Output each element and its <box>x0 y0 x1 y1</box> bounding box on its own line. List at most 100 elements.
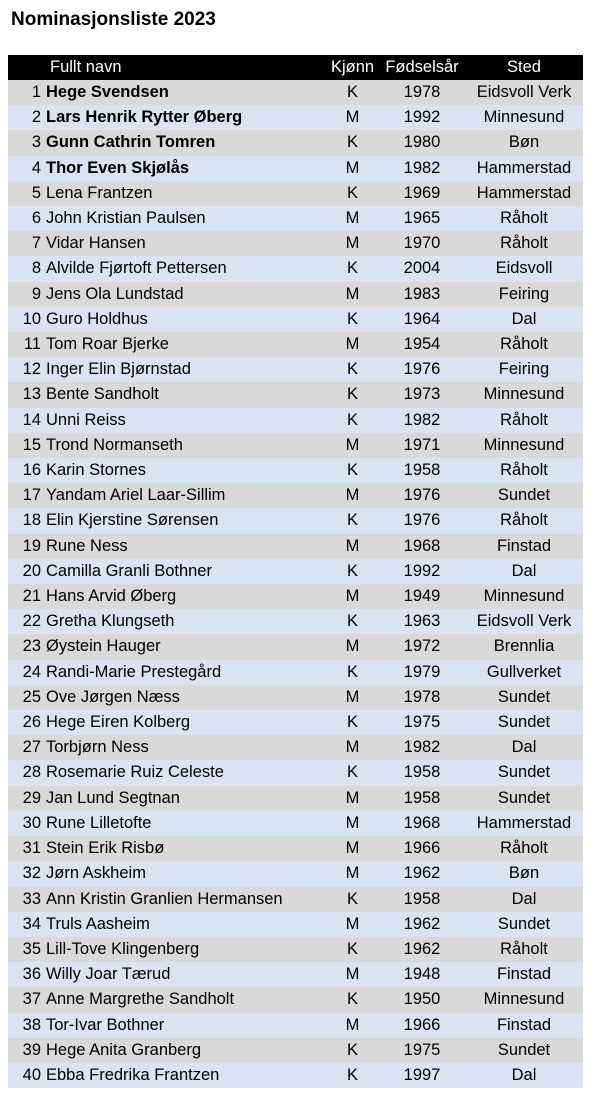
row-full-name: Lars Henrik Rytter Øberg <box>46 108 243 127</box>
table-row: 39 Hege Anita Granberg K 1975 Sundet <box>8 1037 583 1063</box>
row-full-name: Hege Svendsen <box>46 83 169 101</box>
row-gender: M <box>345 914 360 933</box>
table-row: 23 Øystein Hauger M 1972 Brennlia <box>8 634 583 660</box>
header-number <box>8 55 46 80</box>
row-birth-year: 1992 <box>403 108 441 127</box>
row-place: Råholt <box>500 939 548 958</box>
row-number: 33 <box>22 889 41 908</box>
row-gender: M <box>345 158 360 177</box>
row-full-name: Ebba Fredrika Frantzen <box>46 1065 220 1084</box>
row-gender: K <box>346 763 358 782</box>
row-number: 3 <box>31 133 41 152</box>
row-birth-year: 1980 <box>403 133 441 152</box>
header-birth-year: Fødselsår <box>385 58 459 76</box>
row-place: Sundet <box>497 687 551 706</box>
table-row: 15 Trond Normanseth M 1971 Minnesund <box>8 432 583 459</box>
row-full-name: Torbjørn Ness <box>46 738 149 757</box>
row-full-name: Willy Joar Tærud <box>46 965 171 984</box>
table-row: 9 Jens Ola Lundstad M 1983 Feiring <box>8 281 583 307</box>
row-gender: M <box>345 587 360 606</box>
row-gender: M <box>345 108 360 127</box>
row-full-name: Inger Elin Bjørnstad <box>46 360 191 379</box>
table-row: 33 Ann Kristin Granlien Hermansen K 1958 Dal <box>8 886 583 912</box>
row-birth-year: 1954 <box>403 335 441 354</box>
table-row: 22 Gretha Klungseth K 1963 Eidsvoll Verk <box>8 609 583 635</box>
row-birth-year: 1966 <box>403 1015 441 1034</box>
row-number: 25 <box>22 687 41 706</box>
row-place: Råholt <box>500 209 548 228</box>
row-place: Hammerstad <box>476 813 572 832</box>
row-full-name: Unni Reiss <box>46 410 126 429</box>
table-row: 27 Torbjørn Ness M 1982 Dal <box>8 735 583 761</box>
row-gender: M <box>345 637 360 656</box>
row-gender: K <box>346 561 358 580</box>
row-number: 17 <box>22 486 41 505</box>
row-place: Råholt <box>500 839 548 858</box>
row-place: Minnesund <box>483 990 565 1009</box>
row-place: Finstad <box>496 536 552 555</box>
table-row: 2 Lars Henrik Rytter Øberg M 1992 Minnesund <box>8 105 583 131</box>
row-full-name: Bente Sandholt <box>46 385 159 404</box>
row-gender: K <box>346 612 358 631</box>
table-row: 17 Yandam Ariel Laar-Sillim M 1976 Sundet <box>8 483 583 509</box>
header-gender: Kjønn <box>330 58 375 76</box>
row-number: 24 <box>22 662 41 681</box>
row-number: 6 <box>31 209 41 228</box>
row-full-name: Alvilde Fjørtoft Pettersen <box>46 259 227 278</box>
row-birth-year: 1968 <box>403 813 441 832</box>
row-place: Feiring <box>498 360 550 379</box>
table-row: 38 Tor-Ivar Bothner M 1966 Finstad <box>8 1012 583 1038</box>
row-gender: K <box>346 990 358 1009</box>
row-birth-year: 1983 <box>403 284 441 303</box>
row-full-name: Lill-Tove Klingenberg <box>46 939 200 958</box>
row-birth-year: 1958 <box>403 889 441 908</box>
row-birth-year: 1970 <box>403 234 441 253</box>
row-birth-year: 1979 <box>403 662 441 681</box>
row-place: Dal <box>511 738 537 757</box>
row-full-name: Rune Ness <box>46 536 128 555</box>
table-row: 31 Stein Erik Risbø M 1966 Råholt <box>8 836 583 862</box>
row-birth-year: 1962 <box>403 914 441 933</box>
row-full-name: Tom Roar Bjerke <box>46 335 169 354</box>
row-number: 37 <box>22 990 41 1009</box>
row-place: Dal <box>511 561 537 580</box>
row-place: Eidsvoll Verk <box>476 612 572 631</box>
row-birth-year: 2004 <box>403 259 441 278</box>
row-number: 15 <box>22 435 41 454</box>
row-number: 36 <box>22 965 41 984</box>
row-birth-year: 1982 <box>403 738 441 757</box>
row-place: Finstad <box>496 1015 552 1034</box>
row-birth-year: 1966 <box>403 839 441 858</box>
row-full-name: Karin Stornes <box>46 461 146 480</box>
row-birth-year: 1973 <box>403 385 441 404</box>
nomination-table: Fullt navn Kjønn Fødselsår Sted 1 Hege Sv… <box>8 55 583 1089</box>
row-gender: M <box>345 284 360 303</box>
row-birth-year: 1962 <box>403 939 441 958</box>
table-body: 1 Hege Svendsen K 1978 Eidsvoll Verk 2 Lars He… <box>8 80 583 1089</box>
row-place: Råholt <box>500 461 548 480</box>
row-place: Hammerstad <box>476 183 572 202</box>
row-place: Minnesund <box>483 108 565 127</box>
row-gender: K <box>346 713 358 732</box>
row-full-name: Gretha Klungseth <box>46 612 175 631</box>
row-place: Dal <box>511 1065 537 1084</box>
table-row: 30 Rune Lilletofte M 1968 Hammerstad <box>8 810 583 837</box>
row-number: 12 <box>22 360 41 379</box>
row-number: 27 <box>22 738 41 757</box>
table-row: 11 Tom Roar Bjerke M 1954 Råholt <box>8 332 583 358</box>
row-full-name: Jan Lund Segtnan <box>46 788 180 807</box>
row-place: Gullverket <box>486 662 562 681</box>
row-birth-year: 1958 <box>403 461 441 480</box>
table-row: 6 John Kristian Paulsen M 1965 Råholt <box>8 206 583 232</box>
row-place: Dal <box>511 309 537 328</box>
row-number: 30 <box>22 813 41 832</box>
row-gender: K <box>346 410 358 429</box>
row-place: Eidsvoll <box>495 259 553 278</box>
row-number: 8 <box>31 259 41 278</box>
row-number: 31 <box>22 839 41 858</box>
row-birth-year: 1971 <box>403 435 441 454</box>
row-birth-year: 1964 <box>403 309 441 328</box>
row-full-name: Hege Anita Granberg <box>46 1040 202 1059</box>
table-row: 35 Lill-Tove Klingenberg K 1962 Råholt <box>8 936 583 963</box>
row-number: 10 <box>22 309 41 328</box>
